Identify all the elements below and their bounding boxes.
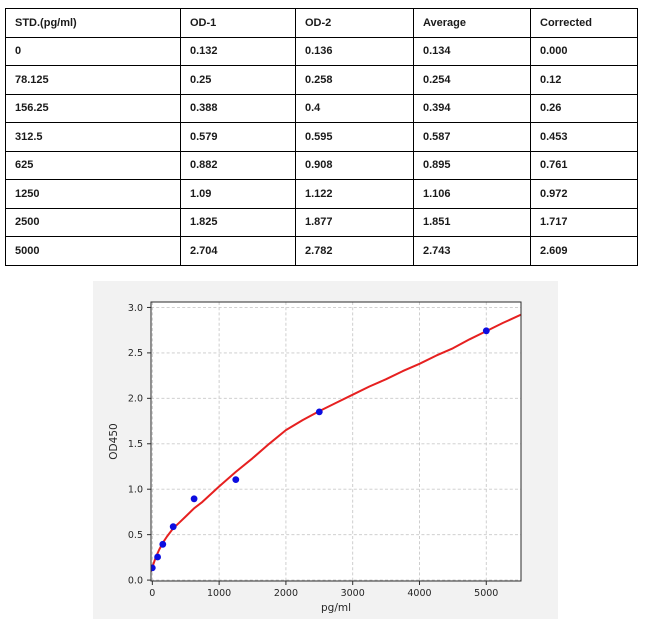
table-row: 5000 2.704 2.782 2.743 2.609 [5, 236, 638, 266]
table-cell: 1.851 [413, 207, 531, 237]
table-cell: 156.25 [5, 93, 181, 123]
table-cell: 0.258 [295, 65, 414, 95]
table-cell: 0.908 [295, 150, 414, 180]
y-tick-label: 2.5 [128, 348, 143, 359]
table-cell: 0.25 [180, 65, 296, 95]
plot-area [151, 302, 521, 581]
y-tick-label: 1.5 [128, 439, 143, 450]
table-cell: 0.134 [413, 36, 531, 66]
x-tick-label: 1000 [207, 588, 231, 599]
x-tick-label: 5000 [474, 588, 498, 599]
x-tick-label: 4000 [407, 588, 431, 599]
table-cell: 0.972 [530, 179, 638, 209]
table-cell: 1.122 [295, 179, 414, 209]
table-cell: 0.4 [295, 93, 414, 123]
column-header: STD.(pg/ml) [5, 8, 181, 38]
table-row: STD.(pg/ml) OD-1 OD-2 Average Corrected [5, 8, 638, 38]
axes-box [150, 301, 522, 582]
x-tick-label: 0 [149, 588, 155, 599]
table-cell: 0.595 [295, 122, 414, 152]
y-tick-label: 0.0 [128, 575, 143, 586]
table-cell: 0 [5, 36, 181, 66]
standard-curve-plot: 0 1000 2000 3000 4000 5000 0.0 0.5 1.0 1.5 2.0 2.5 3… [108, 301, 522, 614]
table-cell: 78.125 [5, 65, 181, 95]
data-point [190, 495, 198, 503]
table-cell: 625 [5, 150, 181, 180]
standard-curve-figure: 0 1000 2000 3000 4000 5000 0.0 0.5 1.0 1.5 2.0 2.5 3… [93, 281, 558, 619]
data-point [482, 327, 490, 335]
y-tick-label: 2.0 [128, 394, 143, 405]
data-point [154, 553, 161, 561]
column-header: OD-2 [295, 8, 414, 38]
table-cell: 1.825 [180, 207, 296, 237]
table-row: 2500 1.825 1.877 1.851 1.717 [5, 207, 638, 237]
table-cell: 0.587 [413, 122, 531, 152]
x-tick-label: 2000 [274, 588, 298, 599]
table-row: 625 0.882 0.908 0.895 0.761 [5, 150, 638, 180]
table-cell: 0.132 [180, 36, 296, 66]
fit-curve-line [151, 313, 521, 572]
data-point [159, 540, 167, 548]
column-header: Corrected [530, 8, 638, 38]
table-cell: 0.453 [530, 122, 638, 152]
data-point [169, 523, 177, 531]
table-cell: 0.136 [295, 36, 414, 66]
table-cell: 5000 [5, 236, 181, 266]
y-tick-label: 0.5 [128, 530, 143, 541]
table-cell: 0.26 [530, 93, 638, 123]
column-header: OD-1 [180, 8, 296, 38]
table-cell: 0.895 [413, 150, 531, 180]
table-cell: 0.254 [413, 65, 531, 95]
table-cell: 0.000 [530, 36, 638, 66]
table-cell: 2.743 [413, 236, 531, 266]
data-point [151, 564, 156, 572]
standards-table: STD.(pg/ml) OD-1 OD-2 Average Corrected 0 0.1… [5, 8, 638, 266]
table-cell: 1.717 [530, 207, 638, 237]
table-row: 156.25 0.388 0.4 0.394 0.26 [5, 93, 638, 123]
y-tick-label: 1.0 [128, 485, 143, 496]
table-row: 78.125 0.25 0.258 0.254 0.12 [5, 65, 638, 95]
y-tick-label: 3.0 [128, 303, 143, 314]
y-axis-label: OD450 [108, 423, 120, 459]
table-cell: 0.882 [180, 150, 296, 180]
table-cell: 2.704 [180, 236, 296, 266]
table-cell: 0.388 [180, 93, 296, 123]
table-cell: 2500 [5, 207, 181, 237]
data-point [315, 408, 323, 416]
table-cell: 1.877 [295, 207, 414, 237]
table-cell: 0.394 [413, 93, 531, 123]
table-cell: 0.579 [180, 122, 296, 152]
table-cell: 0.12 [530, 65, 638, 95]
table-cell: 312.5 [5, 122, 181, 152]
table-row: 1250 1.09 1.122 1.106 0.972 [5, 179, 638, 209]
table-row: 0 0.132 0.136 0.134 0.000 [5, 36, 638, 66]
data-point [232, 476, 240, 483]
table-row: 312.5 0.579 0.595 0.587 0.453 [5, 122, 638, 152]
table-cell: 1.09 [180, 179, 296, 209]
column-header: Average [413, 8, 531, 38]
x-axis-label: pg/ml [321, 602, 351, 614]
standards-table-header: STD.(pg/ml) OD-1 OD-2 Average Corrected [5, 8, 638, 38]
standards-table-body: 0 0.132 0.136 0.134 0.000 78.125 0.25 0.258 0.25… [5, 36, 638, 266]
table-cell: 2.782 [295, 236, 414, 266]
table-cell: 1250 [5, 179, 181, 209]
table-cell: 1.106 [413, 179, 531, 209]
table-cell: 0.761 [530, 150, 638, 180]
x-tick-label: 3000 [341, 588, 365, 599]
table-cell: 2.609 [530, 236, 638, 266]
